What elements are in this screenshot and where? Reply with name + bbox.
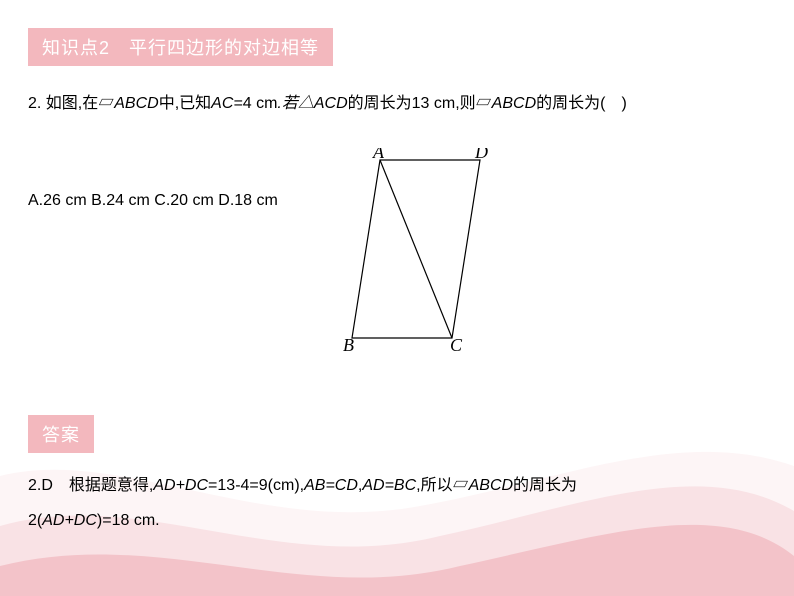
solution-line2: 2(AD+DC)=18 cm. — [28, 503, 768, 538]
q-ac: AC= — [211, 95, 243, 112]
q-mid: 中,已知 — [159, 95, 211, 112]
knowledge-tag-text: 知识点2 平行四边形的对边相等 — [42, 38, 319, 58]
options-text: A.26 cm B.24 cm C.20 cm D.18 cm — [28, 192, 278, 210]
label-D: D — [474, 148, 488, 162]
q-mid2: .若△ — [277, 95, 313, 112]
s-p1: 2.D 根据题意得, — [28, 477, 153, 494]
s-p1c: AB=CD — [304, 477, 358, 494]
s-p1f: ,所以▱ — [416, 477, 468, 494]
q-abcd: ABCD — [114, 95, 158, 112]
answer-tag: 答案 — [28, 415, 94, 453]
options: A.26 cm B.24 cm C.20 cm D.18 cm — [28, 192, 278, 209]
s-p1a: AD+DC — [153, 477, 208, 494]
q-abcd2: ABCD — [492, 95, 536, 112]
solution-line1: 2.D 根据题意得,AD+DC=13-4=9(cm),AB=CD,AD=BC,所… — [28, 468, 768, 503]
label-A: A — [372, 148, 385, 162]
s-p2a: 2( — [28, 512, 42, 529]
q-acd: ACD — [314, 95, 348, 112]
figure-svg: A D B C — [340, 148, 495, 358]
s-p1g: ABCD — [469, 477, 513, 494]
answer-tag-text: 答案 — [42, 425, 80, 445]
q-end: 的周长为( ) — [536, 95, 627, 112]
s-p2b: AD+DC — [42, 512, 97, 529]
question-text: 2. 如图,在▱ABCD中,已知AC=4 cm.若△ACD的周长为13 cm,则… — [28, 86, 768, 121]
label-B: B — [343, 335, 354, 355]
s-p1b: =13-4=9(cm), — [208, 477, 304, 494]
s-p2c: )=18 cm. — [97, 512, 160, 529]
s-p1h: 的周长为 — [513, 477, 577, 494]
q-acval: 4 cm — [243, 95, 278, 112]
solution-text: 2.D 根据题意得,AD+DC=13-4=9(cm),AB=CD,AD=BC,所… — [28, 468, 768, 538]
q-mid3: 的周长为13 cm,则▱ — [348, 95, 492, 112]
knowledge-tag: 知识点2 平行四边形的对边相等 — [28, 28, 333, 66]
parallelogram-figure: A D B C — [340, 148, 495, 358]
q-pre: 2. 如图,在▱ — [28, 95, 114, 112]
s-p1e: AD=BC — [362, 477, 416, 494]
label-C: C — [450, 335, 463, 355]
